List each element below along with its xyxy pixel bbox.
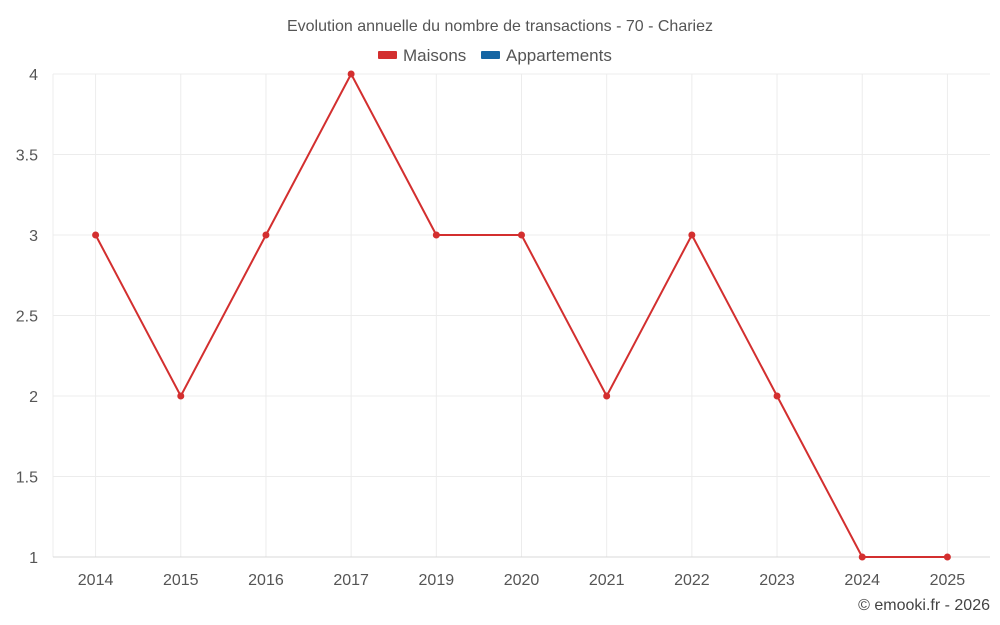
y-tick-label: 4 xyxy=(29,67,38,84)
x-tick-label: 2025 xyxy=(930,572,966,589)
data-point[interactable] xyxy=(432,231,440,239)
data-point[interactable] xyxy=(943,553,951,561)
y-tick-label: 1 xyxy=(29,550,38,567)
x-tick-label: 2019 xyxy=(419,572,455,589)
data-point[interactable] xyxy=(347,70,355,78)
chart-title: Evolution annuelle du nombre de transact… xyxy=(287,18,713,35)
data-point[interactable] xyxy=(858,553,866,561)
x-tick-label: 2016 xyxy=(248,572,284,589)
legend-label-appartements: Appartements xyxy=(506,46,612,65)
x-tick-label: 2024 xyxy=(844,572,880,589)
x-tick-label: 2021 xyxy=(589,572,625,589)
grid xyxy=(52,73,990,557)
legend: Maisons Appartements xyxy=(378,46,612,65)
x-tick-label: 2023 xyxy=(759,572,795,589)
data-point[interactable] xyxy=(603,392,611,400)
y-tick-label: 2 xyxy=(29,389,38,406)
x-tick-label: 2015 xyxy=(163,572,199,589)
x-tick-label: 2020 xyxy=(504,572,540,589)
legend-swatch-maisons xyxy=(378,51,397,59)
y-tick-label: 2.5 xyxy=(16,309,38,326)
data-point[interactable] xyxy=(177,392,185,400)
data-point[interactable] xyxy=(688,231,696,239)
data-point[interactable] xyxy=(92,231,100,239)
credit-text: © emooki.fr - 2026 xyxy=(858,597,990,614)
axes: 1 1.5 2 2.5 3 3.5 4 2014 2015 2016 2017 2019 2020 202… xyxy=(16,67,990,589)
x-tick-label: 2022 xyxy=(674,572,710,589)
legend-item-appartements[interactable]: Appartements xyxy=(481,46,612,65)
series-maisons xyxy=(92,70,951,561)
legend-swatch-appartements xyxy=(481,51,500,59)
legend-label-maisons: Maisons xyxy=(403,46,466,65)
data-point[interactable] xyxy=(518,231,525,239)
x-tick-label: 2014 xyxy=(78,572,114,589)
x-tick-label: 2017 xyxy=(333,572,369,589)
legend-item-maisons[interactable]: Maisons xyxy=(378,46,466,65)
data-point[interactable] xyxy=(773,392,781,400)
y-tick-label: 3 xyxy=(29,228,38,245)
data-point[interactable] xyxy=(262,231,270,239)
y-tick-label: 3.5 xyxy=(16,148,38,165)
y-tick-label: 1.5 xyxy=(16,470,38,487)
